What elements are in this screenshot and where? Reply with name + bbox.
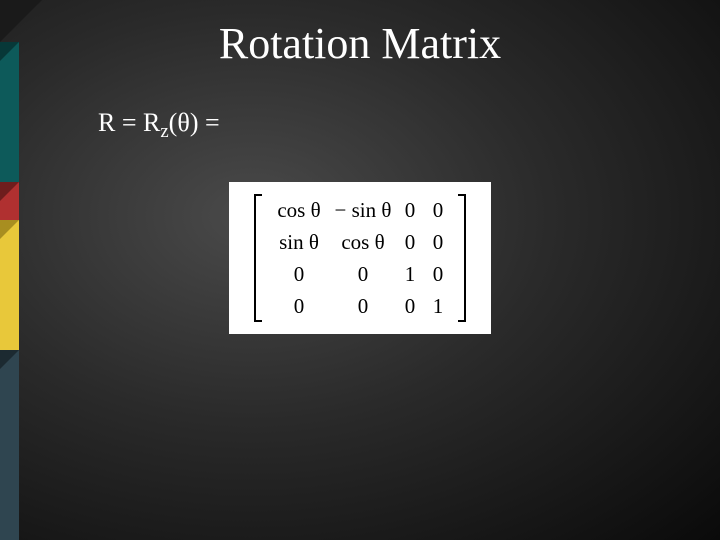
accent-stripe-4 — [0, 350, 19, 540]
matrix-cell: 0 — [268, 294, 330, 319]
accent-stripe-3-shadow — [0, 220, 19, 239]
equation-lhs: R = Rz(θ) = — [98, 108, 220, 143]
eq-fn-R: R — [143, 108, 160, 137]
matrix-cell: sin θ — [268, 230, 330, 255]
eq-lhs-R: R — [98, 108, 115, 137]
matrix-cell: 0 — [330, 294, 396, 319]
eq-equals-2: = — [198, 108, 219, 137]
corner-fold — [0, 0, 42, 42]
matrix-cell: 1 — [424, 294, 452, 319]
matrix-bracket-right — [458, 194, 466, 322]
eq-theta: θ — [177, 108, 189, 137]
matrix-cell: 1 — [396, 262, 424, 287]
matrix-cell: 0 — [424, 230, 452, 255]
matrix-cell: 0 — [330, 262, 396, 287]
accent-stripe-4-shadow — [0, 350, 19, 369]
slide-title: Rotation Matrix — [0, 18, 720, 69]
matrix-cell: 0 — [424, 198, 452, 223]
accent-stripe-3 — [0, 220, 19, 350]
matrix-cell: 0 — [396, 230, 424, 255]
matrix-cell: 0 — [424, 262, 452, 287]
matrix-cell: cos θ — [330, 230, 396, 255]
matrix-cell: − sin θ — [330, 198, 396, 223]
matrix: cos θ − sin θ 0 0 sin θ cos θ 0 0 0 0 1 … — [254, 194, 466, 322]
slide: Rotation Matrix R = Rz(θ) = cos θ − sin … — [0, 0, 720, 540]
accent-stripe-2-shadow — [0, 182, 19, 201]
matrix-panel: cos θ − sin θ 0 0 sin θ cos θ 0 0 0 0 1 … — [229, 182, 491, 334]
matrix-cell: 0 — [396, 294, 424, 319]
matrix-grid: cos θ − sin θ 0 0 sin θ cos θ 0 0 0 0 1 … — [268, 194, 452, 322]
eq-subscript-z: z — [160, 121, 168, 142]
matrix-cell: 0 — [396, 198, 424, 223]
matrix-cell: cos θ — [268, 198, 330, 223]
matrix-cell: 0 — [268, 262, 330, 287]
matrix-bracket-left — [254, 194, 262, 322]
eq-equals-1: = — [115, 108, 143, 137]
